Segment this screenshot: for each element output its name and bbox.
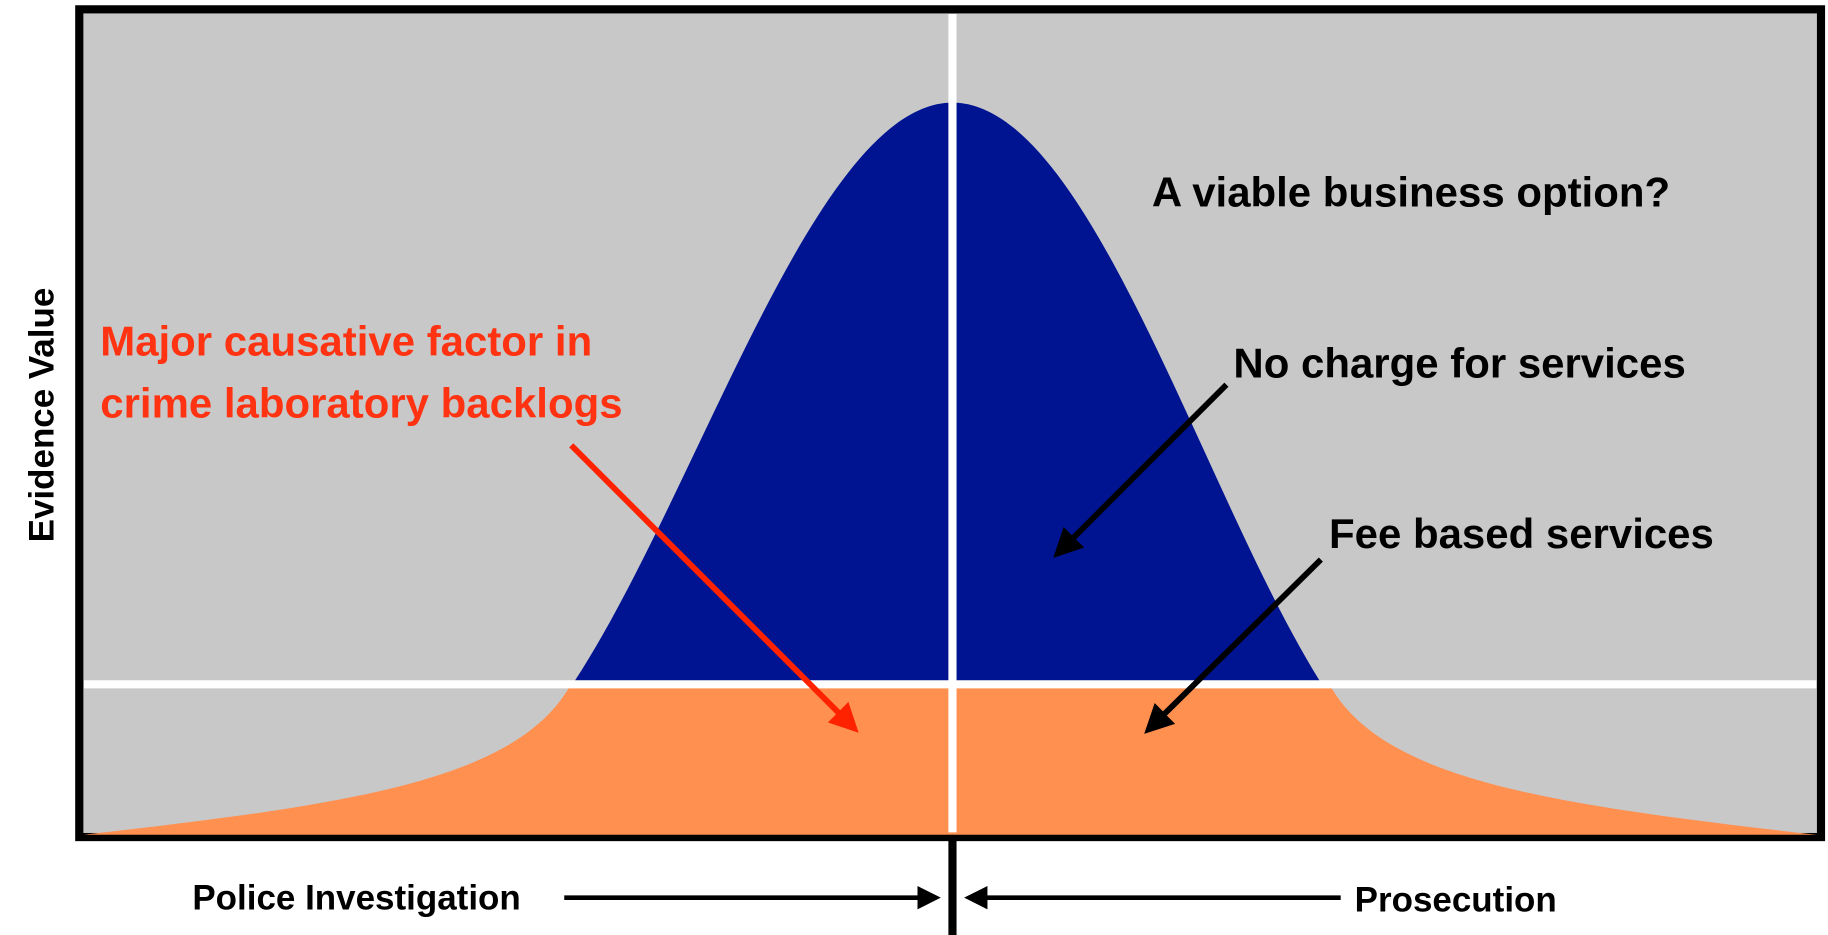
- annotation: No charge for services: [1233, 340, 1685, 387]
- annotation: A viable business option?: [1152, 168, 1670, 215]
- arrow: [1144, 557, 1323, 734]
- annotation: Fee based services: [1329, 510, 1714, 557]
- arrow: [569, 443, 859, 733]
- bottom-label: Prosecution: [1355, 881, 1557, 920]
- blue-bell: [574, 102, 1320, 681]
- annotation-red: Major causative factor in: [100, 318, 592, 365]
- annotation-red: crime laboratory backlogs: [100, 379, 622, 426]
- bottom-label: Police Investigation: [192, 878, 520, 917]
- arrow: [1053, 382, 1229, 558]
- axis-label: Evidence Value: [23, 288, 62, 543]
